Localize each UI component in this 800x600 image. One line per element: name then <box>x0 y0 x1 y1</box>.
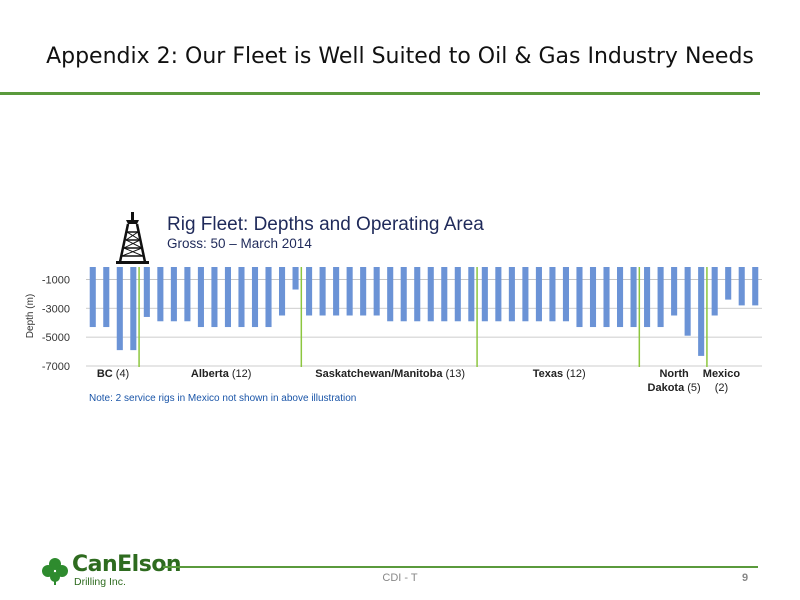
depth-bar <box>454 267 461 322</box>
depth-bar <box>508 267 515 322</box>
depth-bar <box>738 267 745 306</box>
depth-bar <box>197 267 204 328</box>
depth-bar <box>143 267 150 317</box>
depth-bar <box>698 267 705 356</box>
region-label: Alberta (12) <box>191 368 252 380</box>
depth-bar <box>89 267 96 328</box>
depth-bar <box>752 267 759 306</box>
depth-bar <box>292 267 299 290</box>
depth-bar <box>238 267 245 328</box>
y-axis-label: Depth (m) <box>25 294 36 338</box>
logo-name: CanElson <box>72 552 182 577</box>
y-tick-label: -3000 <box>42 303 70 315</box>
depth-bar <box>725 267 732 300</box>
depth-bar <box>562 267 570 322</box>
depth-bar <box>522 267 529 322</box>
depth-bar <box>644 267 651 328</box>
depth-bar <box>495 267 502 322</box>
bars <box>89 267 759 356</box>
page-number: 9 <box>742 572 749 584</box>
depth-bar <box>535 267 542 322</box>
chart-title: Rig Fleet: Depths and Operating Area <box>167 214 484 235</box>
clover-icon <box>42 558 68 585</box>
depth-bar <box>427 267 434 322</box>
title-divider <box>0 92 760 95</box>
footer-divider <box>163 566 758 568</box>
depth-bar <box>360 267 367 316</box>
depth-bar <box>373 267 380 316</box>
depth-bar <box>387 267 394 322</box>
y-tick-label: -5000 <box>42 332 70 344</box>
footer-label: CDI - T <box>382 572 418 584</box>
rig-fleet-chart: Rig Fleet: Depths and Operating Area Gro… <box>25 212 762 404</box>
depth-bar <box>211 267 218 328</box>
depth-bar <box>603 267 610 328</box>
depth-bar <box>468 267 475 322</box>
y-tick-label: -7000 <box>42 361 70 373</box>
depth-bar <box>549 267 556 322</box>
depth-bar <box>616 267 624 328</box>
region-label: Texas (12) <box>533 368 586 380</box>
depth-bar <box>333 267 340 316</box>
region-dividers <box>138 267 708 367</box>
depth-bar <box>170 267 177 322</box>
depth-bar <box>346 267 353 316</box>
logo-subtitle: Drilling Inc. <box>74 576 126 588</box>
depth-bar <box>116 267 123 351</box>
depth-bar <box>157 267 164 322</box>
depth-bar <box>130 267 137 351</box>
region-labels: BC (4) Alberta (12) Saskatchewan/Manitoba … <box>97 368 741 394</box>
depth-bar <box>589 267 597 328</box>
depth-bar <box>657 267 664 328</box>
depth-bar <box>251 267 259 328</box>
depth-bar <box>684 267 691 336</box>
depth-bar <box>184 267 191 322</box>
chart-note: Note: 2 service rigs in Mexico not shown… <box>89 393 356 404</box>
region-label: Saskatchewan/Manitoba (13) <box>315 368 465 380</box>
slide-title: Appendix 2: Our Fleet is Well Suited to … <box>46 44 754 69</box>
y-axis-ticks: -1000 -3000 -5000 -7000 <box>42 274 70 373</box>
region-label: Dakota (5) <box>648 382 701 394</box>
depth-bar <box>319 267 326 316</box>
chart-subtitle: Gross: 50 – March 2014 <box>167 236 312 251</box>
region-label: Mexico <box>703 368 741 380</box>
depth-bar <box>441 267 448 322</box>
depth-bar <box>481 267 488 322</box>
depth-bar <box>711 267 718 316</box>
region-label: BC (4) <box>97 368 129 380</box>
depth-bar <box>630 267 637 328</box>
depth-bar <box>306 267 313 316</box>
region-label: (2) <box>715 382 728 394</box>
depth-bar <box>224 267 232 328</box>
depth-bar <box>103 267 110 328</box>
oil-rig-icon <box>116 212 149 264</box>
depth-bar <box>414 267 421 322</box>
depth-bar <box>278 267 286 316</box>
region-label: North <box>659 368 689 380</box>
depth-bar <box>265 267 272 328</box>
depth-bar <box>400 267 407 322</box>
depth-bar <box>671 267 678 316</box>
company-logo: CanElson Drilling Inc. <box>40 552 182 592</box>
depth-bar <box>576 267 583 328</box>
y-tick-label: -1000 <box>42 274 70 286</box>
